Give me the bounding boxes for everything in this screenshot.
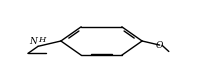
Text: N: N — [29, 37, 37, 46]
Text: O: O — [155, 41, 163, 50]
Text: H: H — [38, 36, 45, 44]
